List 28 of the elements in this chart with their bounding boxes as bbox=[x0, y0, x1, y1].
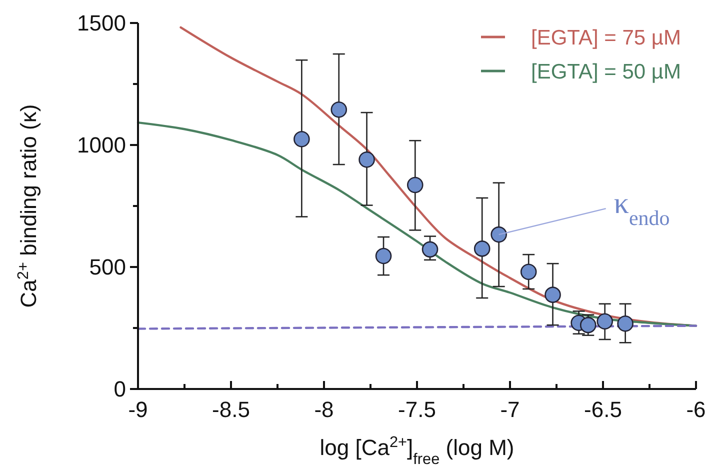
annotation: κ$_{endo}$ bbox=[614, 187, 670, 230]
point bbox=[330, 101, 348, 118]
point bbox=[544, 286, 561, 303]
y-tick-label: 0 bbox=[114, 376, 126, 402]
x-tick-label: -6.5 bbox=[584, 397, 622, 422]
y-tick-label: 1000 bbox=[77, 132, 126, 158]
point bbox=[617, 315, 634, 332]
point bbox=[375, 248, 392, 264]
x-tick-label: -6 bbox=[686, 397, 706, 422]
x-tick-label: -9 bbox=[128, 397, 148, 422]
point bbox=[580, 316, 596, 334]
legend-label: [EGTA] = 75 µM bbox=[531, 26, 682, 50]
point bbox=[520, 264, 537, 280]
x-axis-title: log [Ca$^{2+}$]$_{free}$ (log M) bbox=[320, 434, 514, 468]
point bbox=[596, 313, 614, 330]
point bbox=[406, 176, 424, 194]
point bbox=[474, 240, 490, 257]
y-tick-label: 500 bbox=[89, 254, 126, 280]
point bbox=[358, 151, 375, 168]
x-tick-label: -8 bbox=[314, 397, 334, 422]
x-tick-label: -7.5 bbox=[398, 397, 436, 422]
legend-label: [EGTA] = 50 µM bbox=[531, 60, 682, 84]
point bbox=[422, 241, 438, 258]
x-tick-label: -8.5 bbox=[212, 397, 250, 422]
y-tick-label: 1500 bbox=[77, 10, 126, 36]
x-tick-label: -7 bbox=[500, 397, 520, 422]
point bbox=[294, 130, 310, 148]
point bbox=[490, 226, 507, 243]
